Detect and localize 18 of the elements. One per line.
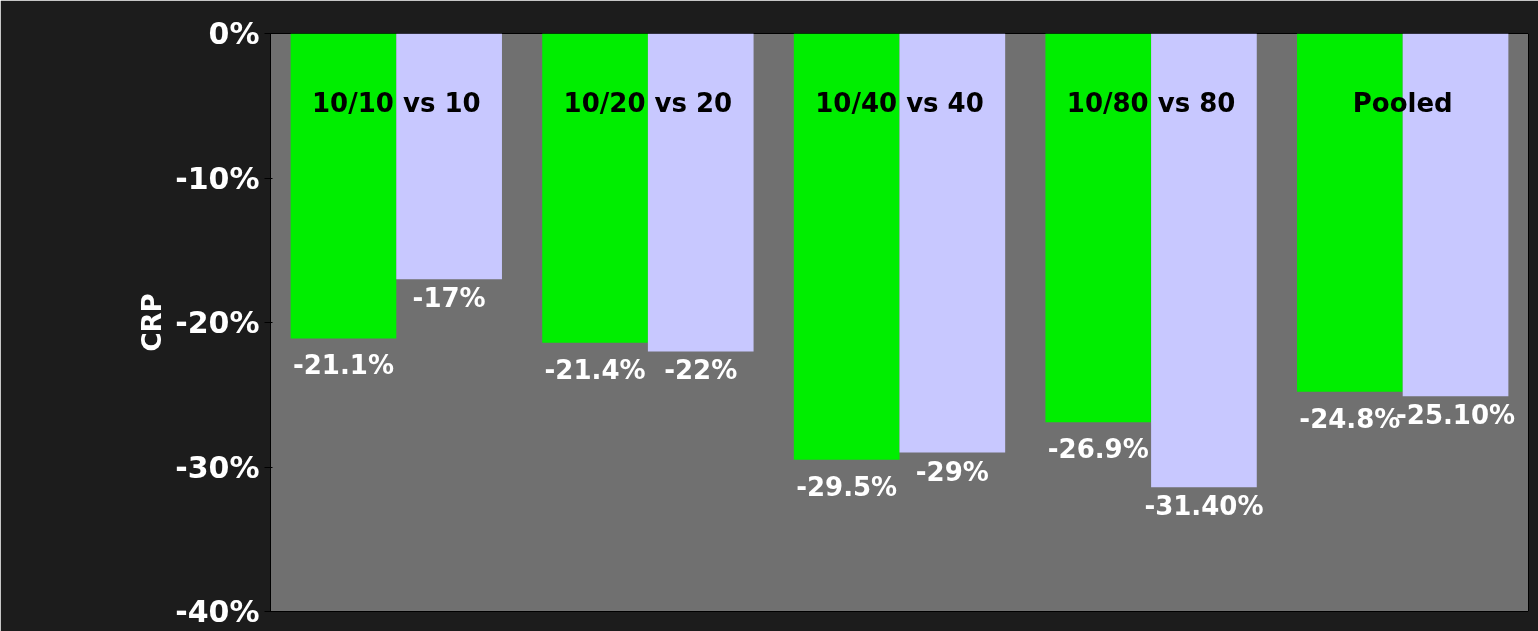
y-tick-label: 0% [208,16,260,51]
data-label: -21.1% [292,350,394,381]
y-tick-label: -20% [175,305,260,340]
data-label: -17% [412,283,486,314]
y-tick-label: -10% [175,160,260,196]
data-label: -31.40% [1144,491,1264,522]
x-tick-label: 10/20 vs 20 [563,87,733,118]
data-label: -26.9% [1047,434,1149,465]
data-label: -21.4% [544,354,646,385]
y-tick-label: -30% [175,449,260,485]
y-tick-label: -40% [175,594,260,629]
y-axis-title: CRP [137,293,168,352]
data-label: -29.5% [796,471,898,502]
x-tick-label: 10/80 vs 80 [1066,87,1236,118]
x-tick-label: 10/10 vs 10 [312,87,481,118]
data-label: -29% [915,456,989,487]
data-label: -22% [664,355,738,386]
x-tick-label: 10/40 vs 40 [815,87,984,118]
